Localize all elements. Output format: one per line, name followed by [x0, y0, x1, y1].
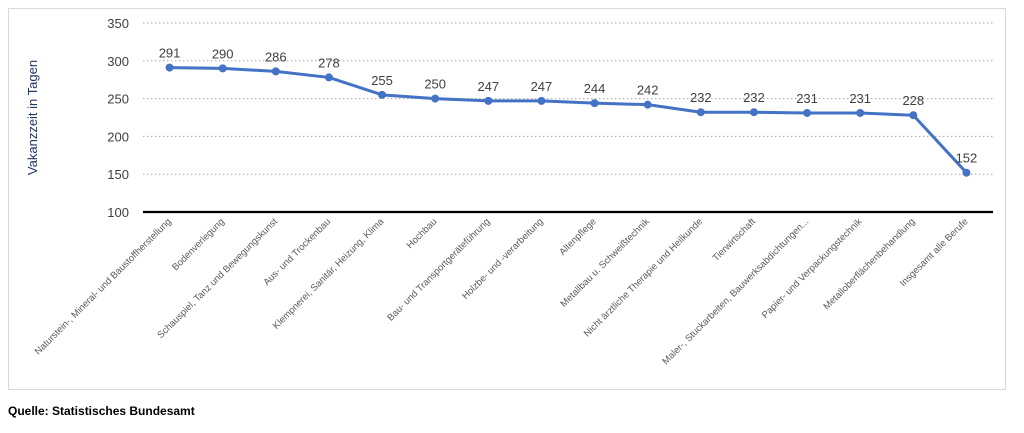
data-point — [856, 108, 865, 117]
y-tick-label: 250 — [107, 92, 129, 107]
y-tick-label: 150 — [107, 167, 129, 182]
data-point — [484, 96, 493, 105]
data-point — [271, 67, 280, 76]
x-tick-label: Metalloberflächenbehandlung — [822, 216, 918, 312]
data-label: 291 — [159, 46, 181, 61]
source-note: Quelle: Statistisches Bundesamt — [8, 404, 195, 418]
data-point — [909, 111, 918, 120]
data-label: 247 — [477, 79, 499, 94]
data-point — [643, 100, 652, 109]
data-label: 152 — [956, 151, 978, 166]
data-label: 278 — [318, 55, 340, 70]
data-label: 247 — [531, 79, 553, 94]
data-label: 250 — [424, 77, 446, 92]
x-tick-label: Schauspiel, Tanz und Bewegungskunst — [155, 216, 280, 341]
data-label: 286 — [265, 49, 287, 64]
x-tick-label: Bau- und Transportgeräteführung — [385, 216, 492, 323]
data-point — [165, 63, 174, 72]
y-tick-label: 350 — [107, 16, 129, 31]
x-tick-label: Hochbau — [405, 216, 440, 251]
data-point — [324, 73, 333, 82]
data-point — [803, 108, 812, 117]
data-label: 232 — [743, 90, 765, 105]
data-label: 232 — [690, 90, 712, 105]
y-tick-label: 200 — [107, 129, 129, 144]
data-point — [218, 64, 227, 73]
data-point — [378, 90, 387, 99]
data-label: 255 — [371, 73, 393, 88]
x-tick-label: Altenpflege — [557, 216, 598, 257]
x-tick-label: Nicht ärztliche Therapie und Heilkunde — [582, 216, 705, 339]
data-point — [749, 108, 758, 117]
data-label: 231 — [849, 91, 871, 106]
chart-frame: 100 150 200 250 300 350 Vakanzzeit in Tagen Nat… — [8, 8, 1006, 390]
data-point — [537, 96, 546, 105]
data-point — [431, 94, 440, 103]
data-point — [590, 99, 599, 108]
data-label: 242 — [637, 83, 659, 98]
data-label: 231 — [796, 91, 818, 106]
y-tick-label: 300 — [107, 54, 129, 69]
x-tick-label: Naturstein-, Mineral- und Baustoffherste… — [33, 216, 174, 357]
data-label: 290 — [212, 46, 234, 61]
line-chart: 100 150 200 250 300 350 Vakanzzeit in Tagen Nat… — [25, 16, 993, 367]
data-label: 228 — [902, 93, 924, 108]
x-tick-label: Metallbau u. Schweißtechnik — [559, 216, 652, 309]
data-point — [696, 108, 705, 117]
x-tick-label: Tierwirtschaft — [711, 216, 759, 264]
data-label: 244 — [584, 81, 606, 96]
series-line — [169, 66, 968, 174]
x-tick-label: Bodenverlegung — [170, 216, 227, 273]
y-axis-title: Vakanzzeit in Tagen — [25, 60, 40, 175]
y-tick-label: 100 — [107, 205, 129, 220]
data-point — [962, 168, 971, 177]
x-tick-label: Klempnerei, Sanitär, Heizung, Klima — [271, 216, 387, 332]
x-tick-label: Papier- und Verpackungstechnik — [760, 216, 865, 321]
